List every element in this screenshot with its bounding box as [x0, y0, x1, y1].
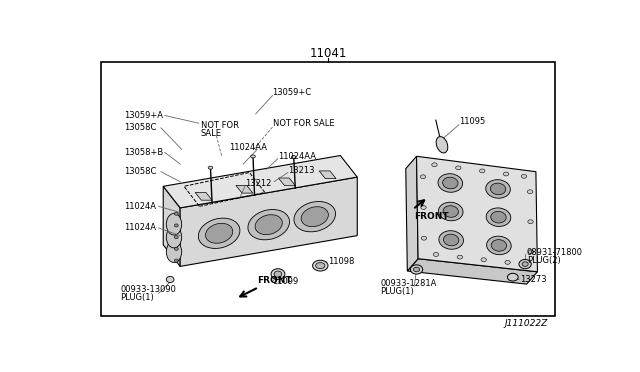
Ellipse shape: [479, 169, 485, 173]
Ellipse shape: [444, 234, 459, 246]
Ellipse shape: [174, 259, 178, 262]
Ellipse shape: [421, 236, 427, 240]
Text: 11099: 11099: [273, 277, 299, 286]
Polygon shape: [417, 156, 538, 272]
Ellipse shape: [248, 209, 289, 240]
Ellipse shape: [527, 190, 532, 194]
Text: 11024A: 11024A: [124, 224, 156, 232]
Text: 11024A: 11024A: [124, 202, 156, 211]
Text: 13059+C: 13059+C: [273, 88, 312, 97]
Ellipse shape: [166, 226, 182, 248]
Text: J111022Z: J111022Z: [504, 319, 547, 328]
Ellipse shape: [521, 174, 527, 178]
Ellipse shape: [410, 265, 422, 274]
Polygon shape: [278, 178, 295, 186]
Text: PLUG(2): PLUG(2): [527, 256, 561, 265]
Ellipse shape: [523, 262, 528, 266]
Ellipse shape: [255, 215, 282, 235]
Text: 11041: 11041: [309, 47, 347, 60]
Ellipse shape: [486, 208, 511, 227]
Text: 00933-1281A: 00933-1281A: [380, 279, 436, 288]
Ellipse shape: [174, 247, 178, 250]
Text: NOT FOR: NOT FOR: [201, 121, 239, 130]
Text: 11024AA: 11024AA: [230, 142, 268, 151]
Ellipse shape: [508, 273, 518, 281]
Text: 13059+A: 13059+A: [124, 111, 163, 120]
Ellipse shape: [505, 260, 510, 264]
Text: NOT FOR SALE: NOT FOR SALE: [273, 119, 334, 128]
Ellipse shape: [198, 218, 240, 248]
Text: 11024AA: 11024AA: [278, 152, 316, 161]
Text: FRONT: FRONT: [257, 276, 292, 285]
Ellipse shape: [413, 267, 420, 272]
Ellipse shape: [251, 155, 255, 158]
Text: FRONT: FRONT: [414, 212, 449, 221]
Ellipse shape: [490, 183, 506, 195]
Bar: [101, 62, 555, 316]
Ellipse shape: [166, 214, 182, 235]
Text: 13058C: 13058C: [124, 123, 156, 132]
Ellipse shape: [443, 206, 458, 217]
Ellipse shape: [291, 155, 296, 158]
Ellipse shape: [174, 212, 178, 215]
Text: 13212: 13212: [245, 179, 271, 188]
Text: 08931-71800: 08931-71800: [527, 248, 582, 257]
Ellipse shape: [486, 236, 511, 255]
Ellipse shape: [205, 223, 233, 243]
Polygon shape: [236, 185, 253, 193]
Text: 11095: 11095: [459, 117, 485, 126]
Text: PLUG(1): PLUG(1): [120, 293, 154, 302]
Ellipse shape: [294, 202, 335, 232]
Ellipse shape: [436, 137, 448, 153]
Ellipse shape: [443, 177, 458, 189]
Ellipse shape: [166, 241, 182, 263]
Ellipse shape: [439, 231, 463, 249]
Ellipse shape: [438, 202, 463, 221]
Ellipse shape: [528, 250, 534, 254]
Ellipse shape: [456, 166, 461, 170]
Ellipse shape: [504, 172, 509, 176]
Polygon shape: [407, 259, 538, 284]
Ellipse shape: [316, 263, 325, 269]
Text: 13058C: 13058C: [124, 167, 156, 176]
Text: 13058+B: 13058+B: [124, 148, 163, 157]
Text: 11098: 11098: [328, 257, 355, 266]
Ellipse shape: [432, 163, 437, 167]
Text: PLUG(1): PLUG(1): [380, 286, 414, 295]
Ellipse shape: [166, 276, 174, 283]
Ellipse shape: [522, 262, 528, 266]
Polygon shape: [180, 177, 357, 266]
Ellipse shape: [174, 224, 178, 227]
Ellipse shape: [481, 258, 486, 262]
Ellipse shape: [519, 260, 531, 269]
Polygon shape: [163, 155, 357, 208]
Polygon shape: [195, 192, 212, 200]
Ellipse shape: [420, 175, 426, 179]
Polygon shape: [406, 156, 418, 271]
Polygon shape: [163, 186, 180, 266]
Ellipse shape: [438, 174, 463, 192]
Polygon shape: [319, 171, 336, 179]
Ellipse shape: [457, 255, 463, 259]
Text: 13213: 13213: [288, 166, 314, 174]
Ellipse shape: [174, 235, 178, 239]
Ellipse shape: [420, 206, 426, 209]
Text: SALE: SALE: [201, 129, 222, 138]
Text: 00933-13090: 00933-13090: [120, 285, 176, 294]
Ellipse shape: [271, 269, 285, 279]
Text: 13273: 13273: [520, 275, 547, 284]
Ellipse shape: [312, 260, 328, 271]
Ellipse shape: [301, 207, 328, 227]
Ellipse shape: [208, 166, 213, 169]
Ellipse shape: [433, 253, 438, 256]
Ellipse shape: [528, 220, 533, 224]
Ellipse shape: [274, 271, 282, 277]
Ellipse shape: [492, 240, 507, 251]
Ellipse shape: [491, 211, 506, 223]
Ellipse shape: [486, 180, 510, 198]
